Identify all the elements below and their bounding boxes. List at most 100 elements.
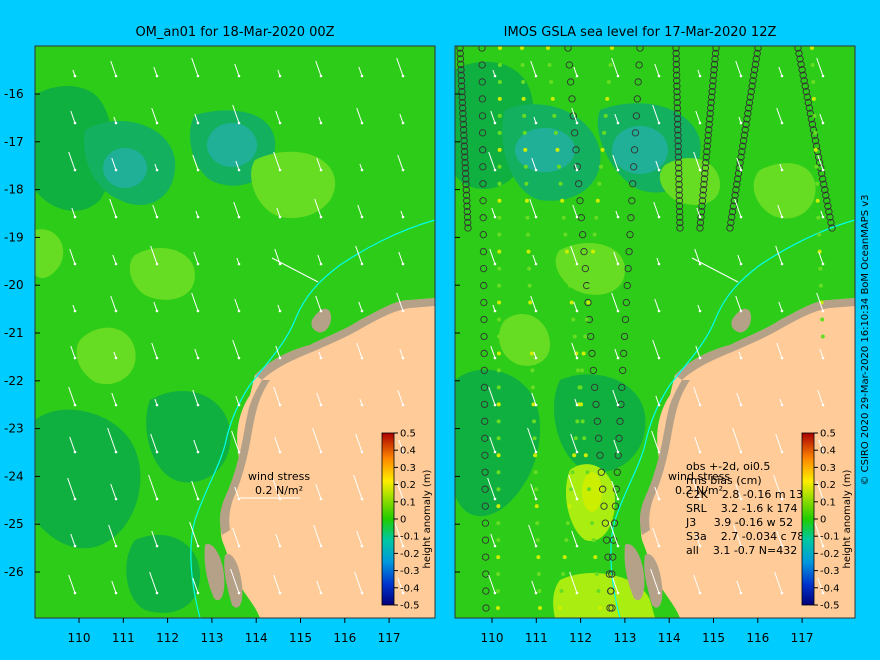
track-observation bbox=[675, 207, 684, 216]
track-observation bbox=[744, 109, 752, 118]
track-observation bbox=[564, 249, 569, 254]
right-panel-title: IMOS GSLA sea level for 17-Mar-2020 12Z bbox=[504, 25, 777, 40]
wind-arrow-head bbox=[821, 262, 825, 266]
wind-arrow bbox=[611, 480, 619, 500]
track-observation bbox=[562, 555, 567, 560]
track-observation bbox=[674, 137, 682, 145]
wind-arrow-head bbox=[401, 215, 405, 219]
track-observation bbox=[606, 604, 614, 612]
wind-arrow-head bbox=[278, 74, 282, 78]
wind-arrow bbox=[532, 254, 537, 265]
track-observation bbox=[480, 366, 488, 375]
colorbar-tick-label: 0.2 bbox=[820, 480, 836, 491]
wind-arrow bbox=[817, 154, 824, 171]
stats-header-2: rms bias (cm) bbox=[686, 474, 762, 487]
track-observation bbox=[478, 129, 487, 137]
wind-arrow-head bbox=[493, 356, 497, 360]
track-observation bbox=[458, 93, 466, 101]
track-observation bbox=[497, 113, 502, 118]
wind-arrow-head bbox=[657, 121, 661, 125]
stats-row: SRL 3.2 -1.6 k 174 bbox=[686, 502, 798, 515]
wind-arrow bbox=[232, 527, 240, 547]
track-observation bbox=[702, 158, 710, 167]
track-observation bbox=[456, 46, 464, 52]
track-observation bbox=[603, 536, 611, 544]
wind-arrow bbox=[316, 157, 322, 171]
track-observation bbox=[496, 606, 500, 610]
wind-arrow-head bbox=[401, 356, 405, 360]
wind-arrow-head bbox=[73, 356, 77, 360]
wind-arrow-head bbox=[278, 168, 282, 172]
track-observation bbox=[698, 197, 707, 205]
wind-arrow-head bbox=[155, 215, 159, 219]
right-island bbox=[731, 308, 752, 333]
wind-arrow bbox=[654, 298, 660, 312]
track-observation bbox=[457, 66, 465, 74]
wind-arrow bbox=[230, 568, 240, 594]
wind-arrow-head bbox=[237, 168, 241, 172]
left-high-anomaly-patch bbox=[35, 229, 64, 278]
track-observation bbox=[733, 175, 742, 183]
lon-tick-label: 112 bbox=[156, 631, 179, 645]
wind-arrow-head bbox=[780, 215, 784, 219]
track-observation bbox=[827, 218, 835, 227]
wind-arrow bbox=[819, 348, 824, 359]
track-observation bbox=[593, 555, 598, 560]
wind-arrow-head bbox=[319, 74, 323, 78]
wind-arrow bbox=[151, 530, 158, 547]
track-observation bbox=[534, 504, 539, 509]
track-observation bbox=[479, 163, 487, 171]
wind-arrow bbox=[778, 301, 783, 312]
wind-arrow-head bbox=[319, 309, 323, 313]
left-island bbox=[311, 308, 332, 333]
wind-arrow-head bbox=[698, 450, 702, 454]
wind-arrow bbox=[651, 430, 660, 453]
track-observation bbox=[572, 453, 577, 458]
track-observation bbox=[812, 113, 817, 118]
wind-arrow-head bbox=[196, 168, 200, 172]
wind-arrow-head bbox=[534, 262, 538, 266]
wind-arrow-head bbox=[196, 74, 200, 78]
wind-arrow-head bbox=[73, 544, 77, 548]
track-observation bbox=[521, 79, 526, 84]
wind-arrow bbox=[69, 248, 76, 265]
wind-arrow bbox=[396, 57, 404, 77]
track-observation bbox=[610, 46, 614, 50]
wind-arrow-head bbox=[114, 309, 118, 313]
wind-arrow bbox=[397, 389, 404, 406]
left-shelf-contour bbox=[190, 219, 435, 618]
right-peninsula bbox=[624, 544, 645, 601]
track-observation bbox=[752, 55, 760, 63]
right-colorbar: 0.5 0.4 0.3 0.2 0.1 0 -0.1 -0.2 -0.3 -0.4 -0.5 hei… bbox=[801, 429, 853, 612]
wind-arrow bbox=[652, 527, 660, 547]
track-observation bbox=[587, 283, 592, 288]
wind-arrow bbox=[111, 580, 117, 594]
wind-arrow-head bbox=[114, 544, 118, 548]
wind-arrow bbox=[313, 524, 322, 547]
wind-arrow bbox=[733, 524, 742, 547]
track-observation bbox=[496, 538, 501, 543]
track-observation bbox=[701, 169, 709, 178]
wind-arrow-head bbox=[73, 215, 77, 219]
track-observation bbox=[497, 300, 502, 305]
wind-arrow bbox=[818, 251, 824, 265]
track-observation bbox=[807, 115, 816, 123]
track-observation bbox=[534, 487, 539, 492]
wind-arrow bbox=[531, 157, 537, 171]
track-observation bbox=[818, 283, 823, 288]
wind-arrow bbox=[68, 386, 76, 406]
track-observation bbox=[478, 95, 487, 103]
track-observation bbox=[706, 109, 714, 118]
track-observation bbox=[458, 82, 466, 90]
wind-arrow-head bbox=[575, 121, 579, 125]
track-observation bbox=[726, 224, 734, 232]
track-observation bbox=[732, 186, 740, 194]
right-map bbox=[455, 46, 855, 618]
colorbar-tick-label: -0.1 bbox=[820, 532, 840, 543]
left-wind-arrows bbox=[67, 57, 405, 595]
track-observation bbox=[815, 198, 820, 203]
track-observation bbox=[813, 130, 818, 135]
wind-arrow bbox=[315, 483, 322, 500]
wind-arrow-head bbox=[821, 309, 825, 313]
wind-arrow bbox=[530, 483, 537, 500]
